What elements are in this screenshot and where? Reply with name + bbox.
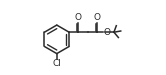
Text: O: O <box>93 13 100 22</box>
Text: O: O <box>75 13 82 22</box>
Text: Cl: Cl <box>52 59 61 68</box>
Text: O: O <box>104 28 111 37</box>
